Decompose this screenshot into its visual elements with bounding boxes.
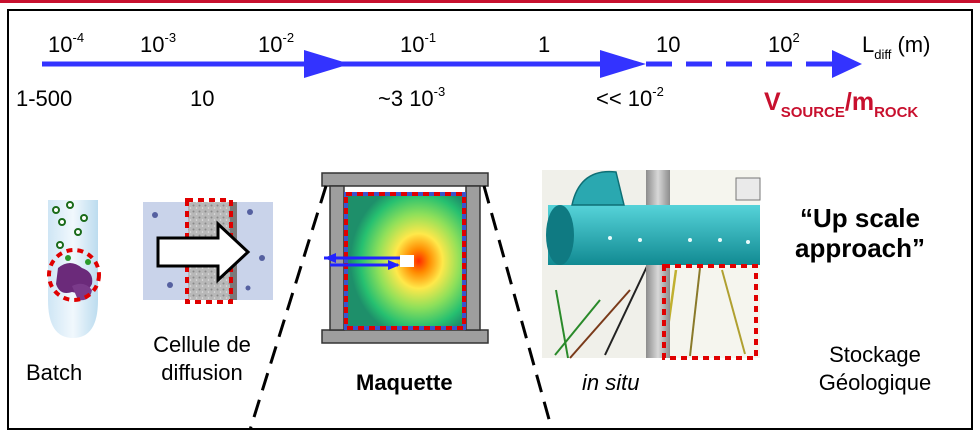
stage-label-insitu: in situ	[582, 370, 640, 395]
ratio-label-2: ~3 10-3	[378, 84, 446, 111]
diffusion-cell-illustration	[143, 198, 273, 304]
stage-label-cellule: Cellule de diffusion	[153, 332, 251, 385]
tick-label-6: 102	[768, 30, 800, 57]
tick-label-4: 1	[538, 32, 551, 57]
stage-label-batch: Batch	[26, 360, 83, 385]
slide-frame	[7, 9, 973, 430]
stage-label-stockage: Stockage Géologique	[818, 342, 932, 395]
tick-label-5: 10	[656, 32, 681, 57]
ratio-label-1: 10	[190, 86, 215, 111]
tick-label-1: 10-3	[140, 30, 177, 57]
ratio-axis-label: VSOURCE/mROCK	[764, 88, 919, 121]
zoom-line-left	[248, 185, 328, 430]
upscale-approach-label: “Up scale approach”	[794, 203, 926, 263]
scale-arrow	[42, 50, 862, 78]
maquette-highlight	[344, 192, 466, 330]
arrow-head-3	[832, 50, 862, 78]
tick-label-2: 10-2	[258, 30, 295, 57]
zoom-line-right	[482, 185, 554, 430]
insitu-illustration	[542, 170, 761, 360]
tick-label-3: 10-1	[400, 30, 437, 57]
arrow-head-2	[600, 50, 646, 78]
ratio-label-3: << 10-2	[596, 84, 664, 111]
cell-sample-highlight	[185, 198, 233, 304]
tick-label-0: 10-4	[48, 30, 85, 57]
diffusion-arrow-icon	[156, 220, 251, 284]
gallery-tunnel	[548, 205, 760, 265]
stage-label-maquette: Maquette	[356, 370, 453, 395]
axis-label-ldiff: Ldiff (m)	[862, 32, 931, 62]
insitu-highlight	[662, 264, 758, 360]
ratio-label-0: 1-500	[16, 86, 73, 111]
top-accent-line	[0, 0, 980, 3]
batch-sample-highlight	[47, 248, 101, 302]
maquette-illustration	[248, 172, 554, 430]
batch-tube-illustration	[47, 200, 101, 338]
arrow-head-1	[304, 50, 350, 78]
